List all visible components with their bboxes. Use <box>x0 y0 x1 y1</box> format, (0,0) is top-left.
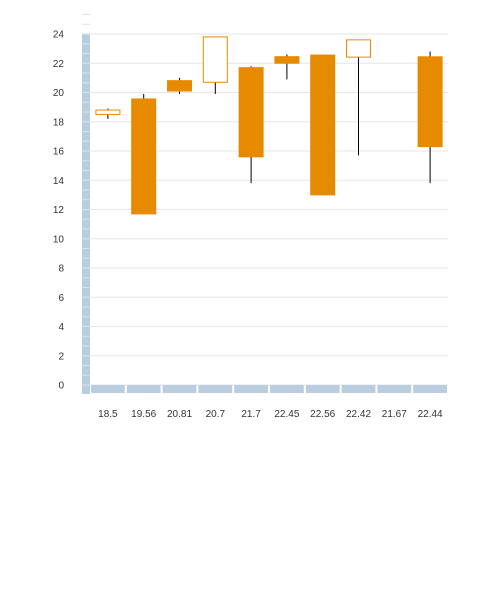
x-axis-band-segment <box>126 385 161 393</box>
y-tick-label: 10 <box>53 234 65 245</box>
axes <box>82 14 447 394</box>
x-tick-label: 20.81 <box>167 409 192 420</box>
x-tick-label: 20.7 <box>206 409 226 420</box>
y-tick-label: 6 <box>58 293 64 304</box>
candles <box>95 36 443 215</box>
y-tick-label: 16 <box>53 147 65 158</box>
candle-body-down <box>131 98 157 215</box>
x-axis-band-segment <box>341 385 376 393</box>
x-tick-label: 21.7 <box>241 409 261 420</box>
y-tick-label: 22 <box>53 59 65 70</box>
x-axis-band-segment <box>377 385 412 393</box>
y-tick-label: 12 <box>53 205 65 216</box>
candle-body-down <box>417 56 443 148</box>
candle-body-up <box>202 36 228 83</box>
y-tick-label: 4 <box>58 322 64 333</box>
x-tick-label: 22.56 <box>310 409 335 420</box>
x-axis-band-segment <box>91 385 125 393</box>
x-axis-band-segment <box>198 385 233 393</box>
x-tick-label: 18.5 <box>98 409 118 420</box>
candle-body-up <box>346 39 371 58</box>
x-tick-label: 22.44 <box>418 409 443 420</box>
candle-body-down <box>167 80 192 92</box>
y-tick-label: 24 <box>53 30 65 41</box>
x-axis-band-segment <box>234 385 268 393</box>
grid-lines <box>90 33 448 386</box>
y-tick-label: 20 <box>53 88 65 99</box>
x-tick-label: 22.45 <box>274 409 299 420</box>
y-tick-label: 14 <box>53 176 65 187</box>
x-tick-label: 21.67 <box>382 409 407 420</box>
y-tick-label: 18 <box>53 117 65 128</box>
y-tick-label: 0 <box>58 381 64 392</box>
x-axis-band-segment <box>270 385 304 393</box>
x-axis-band-segment <box>162 385 197 393</box>
y-tick-label: 8 <box>58 264 64 275</box>
x-axis-tick-labels: 18.5 19.56 20.81 20.7 21.7 22.45 22.56 22.42 21.… <box>98 409 443 420</box>
x-axis-band-segment <box>413 385 447 393</box>
y-tick-label: 2 <box>58 351 64 362</box>
candle-body-down <box>274 56 300 64</box>
candle-body-down <box>310 54 336 196</box>
x-axis-band-segment <box>305 385 340 393</box>
candle-body-up <box>95 109 121 115</box>
candle-body-down <box>238 67 264 158</box>
x-tick-label: 19.56 <box>131 409 156 420</box>
x-tick-label: 22.42 <box>346 409 371 420</box>
y-axis-band <box>82 34 90 394</box>
